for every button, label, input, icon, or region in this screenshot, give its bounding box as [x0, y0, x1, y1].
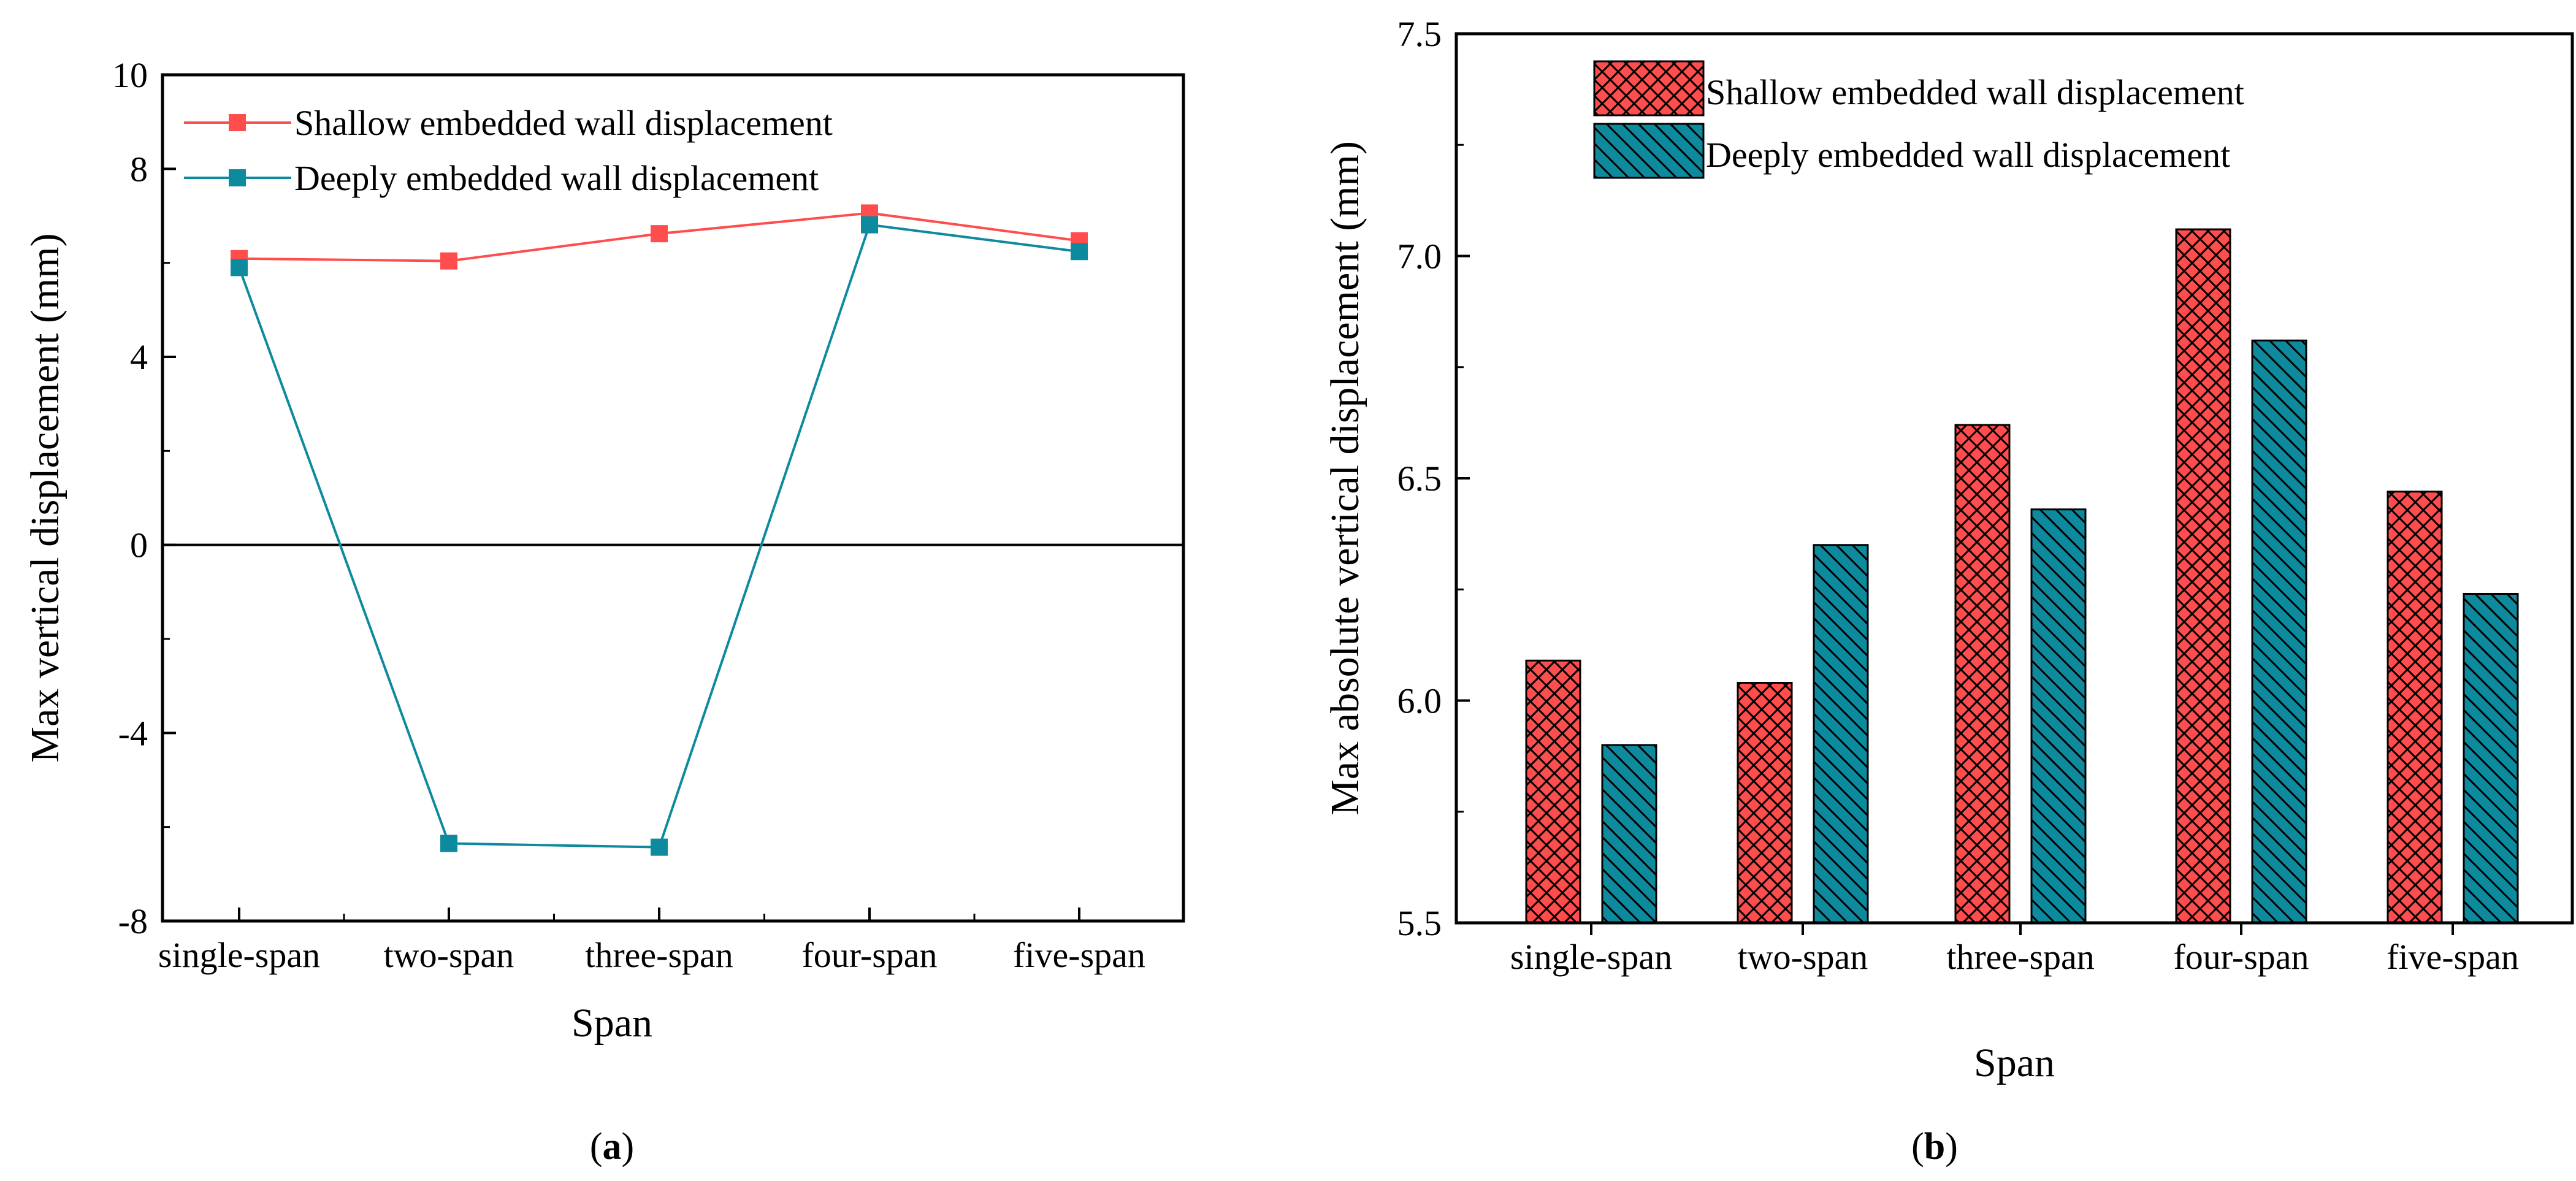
chart-b-ytick-label: 6.5	[1397, 459, 1442, 499]
chart-b-ytick-label: 6.0	[1397, 681, 1442, 721]
chart-a-shallow-point	[440, 252, 457, 270]
chart-b-xtick-label: five-span	[2387, 937, 2519, 977]
chart-b-deep-bar	[2463, 593, 2519, 924]
chart-a-ytick-label: 10	[112, 55, 148, 95]
chart-b-shallow-bar	[1737, 682, 1793, 924]
chart-b-xtick-label: three-span	[1946, 937, 2095, 977]
chart-a-deep-point	[861, 216, 878, 234]
chart-a-xtick-label: two-span	[384, 935, 514, 975]
chart-a-ylabel: Max vertical displacement (mm)	[23, 233, 67, 762]
chart-a-ytick-label: 0	[130, 526, 148, 565]
chart-b-xtick-label: single-span	[1510, 937, 1672, 977]
chart-a-shallow-point	[651, 225, 668, 243]
chart-b-ytick-label: 7.5	[1397, 14, 1442, 54]
chart-a-xtick-label: single-span	[158, 935, 320, 975]
chart-a-deep-point	[651, 838, 668, 856]
chart-b-ytick-label: 7.0	[1397, 237, 1442, 277]
chart-b-xlabel: Span	[1974, 1041, 2055, 1085]
chart-a-ytick-label: -4	[118, 713, 148, 753]
chart-a-legend: Shallow embedded wall displacement Deepl…	[184, 103, 833, 198]
chart-b-xtick-label: four-span	[2173, 937, 2309, 977]
chart-b-shallow-bar	[2175, 228, 2231, 924]
chart-b-shallow-bar	[2387, 491, 2443, 924]
chart-b-deep-bar	[1813, 544, 1869, 924]
chart-a-deep-line	[238, 223, 1080, 849]
chart-a-ytick-label: 4	[130, 337, 148, 377]
chart-a-ytick-label: -8	[118, 901, 148, 941]
chart-b-deep-bar	[1601, 744, 1657, 924]
chart-b-panel-label: (b)	[1911, 1126, 1958, 1168]
legend-a-deep-label: Deeply embedded wall displacement	[294, 158, 819, 198]
chart-b-legend: Shallow embedded wall displacement Deepl…	[1593, 60, 2244, 179]
legend-b-shallow-label: Shallow embedded wall displacement	[1706, 72, 2244, 112]
chart-b-ytick-label: 5.5	[1397, 903, 1442, 943]
chart-b-xtick-label: two-span	[1738, 937, 1868, 977]
chart-b-shallow-bar	[1525, 659, 1581, 924]
legend-b-deep-swatch	[1593, 123, 1705, 179]
chart-a-plot-frame	[161, 73, 1185, 923]
chart-a-xtick-label: five-span	[1013, 935, 1145, 975]
chart-b-deep-bar	[2251, 339, 2307, 924]
chart-a-xtick-label: three-span	[585, 935, 733, 975]
chart-a-xtick-label: four-span	[801, 935, 937, 975]
legend-a-deep-marker	[229, 169, 246, 186]
legend-a-shallow-marker	[229, 114, 246, 131]
chart-b-shallow-bar	[1954, 424, 2011, 924]
legend-a-shallow-label: Shallow embedded wall displacement	[294, 103, 833, 143]
chart-a-ytick-label: 8	[130, 149, 148, 189]
chart-a: -8 -4 0 4 8 10 single-span two-span three-span f…	[23, 55, 1185, 1168]
chart-b-deep-bar	[2030, 508, 2087, 924]
chart-b: 5.5 6.0 6.5 7.0 7.5 single-span two-span three…	[1323, 14, 2574, 1168]
chart-a-xlabel: Span	[571, 1001, 652, 1045]
legend-b-shallow-swatch	[1593, 60, 1705, 117]
chart-a-deep-point	[1071, 243, 1088, 261]
legend-b-deep-label: Deeply embedded wall displacement	[1706, 135, 2230, 175]
chart-a-deep-point	[231, 259, 248, 277]
chart-a-deep-point	[440, 835, 457, 852]
chart-a-panel-label: (a)	[590, 1126, 634, 1168]
chart-b-ylabel: Max absolute vertical displacement (mm)	[1323, 141, 1367, 816]
